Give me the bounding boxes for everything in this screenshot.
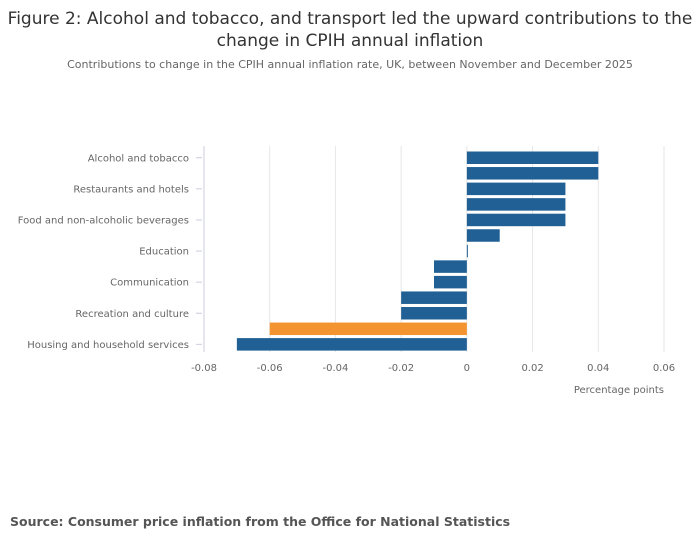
category-label: Recreation and culture	[75, 309, 189, 320]
bar	[466, 182, 566, 196]
x-axis-label: Percentage points	[574, 385, 664, 396]
bar	[434, 275, 467, 289]
bar	[236, 338, 467, 351]
x-tick-label: -0.04	[322, 363, 348, 374]
bar	[466, 198, 566, 211]
bar-chart: -0.08 -0.06 -0.04 -0.02 0 0.02 0.04 0.06 Alcohol…	[18, 146, 675, 396]
x-tick-label: 0.06	[653, 363, 675, 374]
bar	[466, 213, 566, 227]
bar	[466, 229, 500, 242]
bar	[466, 151, 599, 164]
category-label: Education	[139, 247, 189, 258]
category-label: Communication	[110, 278, 189, 289]
category-label: Housing and household services	[27, 340, 189, 351]
x-tick-label: 0.04	[587, 363, 609, 374]
bar	[434, 260, 467, 273]
x-tick-label: -0.02	[388, 363, 414, 374]
bar	[401, 291, 467, 304]
chart-subtitle: Contributions to change in the CPIH annu…	[67, 58, 633, 71]
category-label: Alcohol and tobacco	[88, 153, 189, 164]
category-label: Food and non-alcoholic beverages	[18, 215, 189, 226]
bar	[466, 167, 599, 180]
x-tick-label: 0	[464, 363, 470, 374]
x-tick-label: -0.08	[191, 363, 217, 374]
x-tick-label: 0.02	[521, 363, 543, 374]
bar	[401, 307, 467, 320]
x-tick-label: -0.06	[257, 363, 283, 374]
bar	[466, 244, 468, 258]
chart-title: Figure 2: Alcohol and tobacco, and trans…	[7, 9, 693, 51]
bar	[269, 322, 467, 336]
source-note: Source: Consumer price inflation from th…	[10, 514, 511, 529]
category-label: Restaurants and hotels	[73, 184, 189, 195]
